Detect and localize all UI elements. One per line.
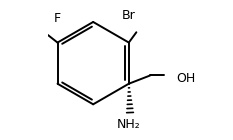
- Text: NH₂: NH₂: [116, 118, 140, 131]
- Text: F: F: [54, 12, 61, 25]
- Text: OH: OH: [176, 72, 195, 85]
- Text: Br: Br: [121, 9, 135, 22]
